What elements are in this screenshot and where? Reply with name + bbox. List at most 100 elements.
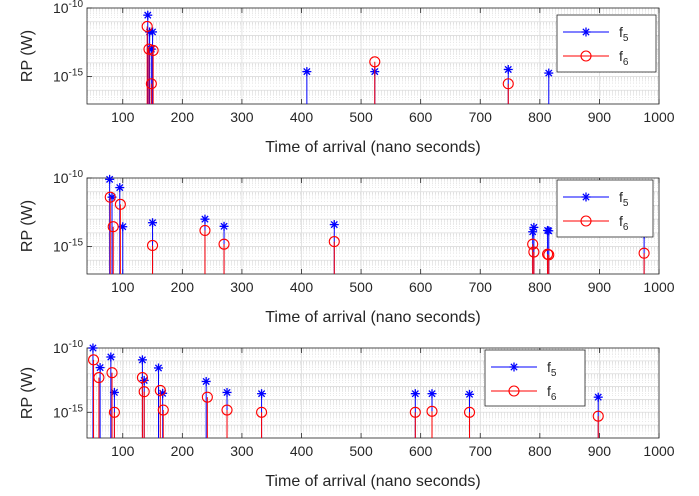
marker-f6 bbox=[463, 406, 476, 418]
x-tick-label: 400 bbox=[290, 109, 314, 125]
legend-marker-f6 bbox=[580, 50, 592, 62]
y-tick-label: 10-10 bbox=[53, 169, 83, 186]
marker-f6 bbox=[201, 391, 213, 403]
asterisk-stroke bbox=[107, 353, 115, 361]
axes-frame bbox=[86, 7, 660, 105]
asterisk-stroke bbox=[106, 175, 114, 183]
marker-f6 bbox=[114, 198, 126, 210]
x-tick-label: 200 bbox=[171, 443, 195, 459]
y-tick-label: 10-10 bbox=[53, 339, 83, 356]
x-tick-label: 700 bbox=[469, 279, 493, 295]
asterisk-stroke bbox=[220, 222, 228, 230]
marker-f6 bbox=[369, 56, 381, 68]
marker-f6 bbox=[88, 354, 100, 366]
asterisk-stroke bbox=[582, 193, 590, 201]
x-tick-label: 200 bbox=[171, 279, 195, 295]
marker-f6 bbox=[93, 372, 105, 384]
y-axis-label: RP (W) bbox=[19, 200, 36, 252]
x-tick-label: 300 bbox=[230, 109, 254, 125]
marker-f5 bbox=[201, 376, 211, 386]
marker-f6 bbox=[256, 406, 268, 418]
marker-f5 bbox=[544, 226, 554, 236]
legend-marker-f6 bbox=[580, 215, 592, 227]
legend-marker-f5 bbox=[581, 192, 591, 202]
asterisk-stroke bbox=[96, 363, 104, 372]
marker-f6 bbox=[145, 78, 157, 90]
marker-f6 bbox=[592, 410, 604, 422]
marker-f5 bbox=[105, 174, 115, 184]
axes-frame bbox=[86, 177, 660, 275]
marker-f6 bbox=[138, 386, 150, 398]
legend-marker-f6 bbox=[508, 385, 520, 397]
marker-f6 bbox=[527, 238, 539, 250]
marker-f6 bbox=[409, 406, 421, 418]
y-tick-label: 10-15 bbox=[53, 403, 83, 420]
legend-label-f6: f6 bbox=[619, 48, 629, 68]
asterisk-stroke bbox=[594, 393, 602, 401]
marker-f6 bbox=[157, 404, 169, 416]
asterisk-stroke bbox=[223, 388, 231, 397]
marker-f5 bbox=[528, 227, 538, 237]
x-tick-label: 900 bbox=[588, 443, 612, 459]
marker-f5 bbox=[137, 355, 147, 365]
marker-f5 bbox=[302, 67, 312, 77]
marker-f5 bbox=[410, 389, 420, 399]
asterisk-stroke bbox=[144, 11, 152, 19]
marker-f6 bbox=[141, 20, 153, 33]
marker-f5 bbox=[222, 387, 232, 397]
asterisk-stroke bbox=[201, 215, 209, 223]
axes-frame bbox=[86, 347, 660, 439]
y-tick-label: 10-10 bbox=[53, 0, 83, 16]
marker-f5 bbox=[139, 375, 149, 385]
marker-f5 bbox=[95, 363, 105, 373]
asterisk-stroke bbox=[330, 220, 338, 229]
y-axis-label: RP (W) bbox=[19, 30, 36, 82]
x-tick-label: 500 bbox=[349, 443, 373, 459]
marker-f5 bbox=[529, 222, 539, 232]
x-tick-label: 600 bbox=[409, 109, 433, 125]
asterisk-stroke bbox=[116, 183, 124, 192]
x-tick-label: 800 bbox=[528, 279, 552, 295]
marker-f5 bbox=[88, 343, 98, 353]
asterisk-stroke bbox=[411, 390, 419, 398]
asterisk-stroke bbox=[465, 390, 474, 398]
asterisk-stroke bbox=[148, 219, 157, 227]
y-tick-label: 10-15 bbox=[53, 238, 83, 255]
marker-f5 bbox=[148, 218, 158, 228]
x-tick-label: 900 bbox=[588, 279, 612, 295]
asterisk-stroke bbox=[504, 65, 512, 74]
marker-f6 bbox=[199, 224, 211, 236]
y-tick-label: 10-15 bbox=[53, 68, 83, 85]
marker-f5 bbox=[109, 387, 119, 397]
marker-f6 bbox=[502, 78, 514, 90]
asterisk-stroke bbox=[530, 223, 538, 232]
x-axis-label: Time of arrival (nano seconds) bbox=[265, 139, 481, 156]
x-tick-label: 100 bbox=[111, 443, 135, 459]
marker-f6 bbox=[221, 404, 233, 416]
y-axis-label: RP (W) bbox=[19, 367, 36, 419]
x-tick-label: 700 bbox=[469, 109, 493, 125]
marker-f6 bbox=[426, 405, 438, 417]
chart-panel-1: 100 200 300 400 500 600 700 800 900 1000 10-10 10-1… bbox=[19, 0, 675, 156]
x-tick-label: 500 bbox=[349, 109, 373, 125]
marker-f5 bbox=[118, 222, 128, 232]
asterisk-stroke bbox=[529, 228, 537, 236]
asterisk-stroke bbox=[148, 28, 157, 36]
x-tick-label: 800 bbox=[528, 443, 552, 459]
legend-label-f5: f5 bbox=[619, 189, 629, 209]
marker-f6 bbox=[543, 249, 555, 261]
asterisk-stroke bbox=[257, 390, 266, 398]
marker-f5 bbox=[154, 363, 163, 373]
asterisk-stroke bbox=[89, 344, 97, 352]
marker-f6 bbox=[154, 384, 166, 396]
marker-f6 bbox=[106, 367, 118, 379]
marker-f5 bbox=[115, 183, 125, 193]
marker-f5 bbox=[465, 389, 475, 399]
marker-f5 bbox=[106, 352, 116, 362]
x-tick-label: 300 bbox=[230, 443, 254, 459]
x-tick-label: 1000 bbox=[643, 279, 674, 295]
legend-box bbox=[484, 349, 586, 407]
x-tick-label: 400 bbox=[290, 443, 314, 459]
marker-f6 bbox=[107, 221, 119, 233]
